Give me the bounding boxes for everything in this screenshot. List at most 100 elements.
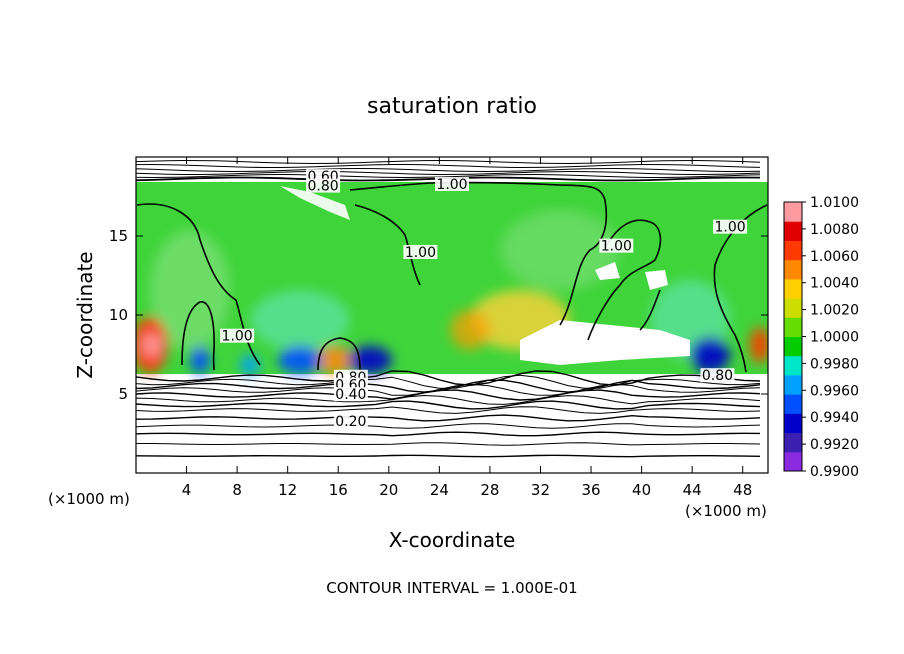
y-tick-label: 5 (118, 385, 128, 403)
contour-line (136, 170, 761, 176)
subsaturation-pocket (278, 346, 322, 374)
contour-1.00 (639, 289, 661, 331)
contour-line (136, 406, 761, 414)
colorbar-swatch (784, 317, 802, 337)
contour-label-bg (333, 414, 368, 429)
x-axis-ticks: 4 8 12 16 20 24 28 32 36 40 44 48 (182, 157, 752, 499)
colorbar-swatch (784, 259, 802, 280)
contour-line (136, 370, 761, 386)
colorbar-swatch (784, 413, 802, 434)
cloud-gap (595, 262, 620, 280)
x-tick-label: 12 (278, 481, 297, 499)
cloud-gap (280, 186, 350, 220)
contour-line (136, 454, 761, 458)
contour-label: 1.00 (714, 220, 745, 236)
contour-line (136, 442, 761, 446)
colorbar-swatch (784, 451, 802, 472)
x-tick-label: 16 (329, 481, 348, 499)
x-axis-label: X-coordinate (389, 528, 516, 552)
cloud-gap (645, 270, 668, 290)
contour-line (136, 431, 761, 437)
cloud-gap (520, 320, 690, 365)
contour-label: 0.80 (307, 179, 338, 195)
contour-line (136, 163, 761, 169)
supersaturation-hotspot (317, 346, 353, 374)
colorbar-swatch (784, 432, 802, 453)
contour-line (136, 159, 761, 165)
x-tick-label: 8 (232, 481, 242, 499)
subsaturation-pocket (190, 346, 210, 374)
plot-area (136, 157, 768, 473)
x-tick-label: 44 (683, 481, 702, 499)
x-tick-label: 20 (379, 481, 398, 499)
supersaturation-hotspot (142, 333, 162, 357)
colorbar-swatch (784, 298, 802, 318)
contour-line (136, 374, 761, 389)
colorbar: 1.0100 1.0080 1.0060 1.0040 1.0020 1.0000 0.99… (783, 195, 859, 480)
contour-label-bg (220, 328, 255, 343)
contour-label-bg (599, 238, 634, 253)
colorbar-label: 0.9960 (810, 383, 859, 399)
contour-1.00 (354, 204, 421, 286)
contour-line (136, 389, 761, 401)
colorbar-label: 1.0080 (810, 222, 859, 238)
contour-label: 0.20 (335, 414, 366, 430)
y-axis-label: Z-coordinate (73, 251, 97, 378)
contour-line (136, 173, 761, 179)
contour-label-bg (306, 178, 341, 193)
contour-line (136, 400, 761, 410)
colorbar-label: 0.9980 (810, 356, 859, 372)
near-saturation-patch (450, 310, 490, 350)
subsaturation-pocket (240, 355, 260, 375)
x-tick-label: 28 (480, 481, 499, 499)
contour-label-bg (700, 368, 735, 383)
contour-line (136, 414, 761, 422)
colorbar-label: 1.0020 (810, 303, 859, 319)
subsaturation-pocket (690, 337, 730, 373)
contour-line (136, 383, 761, 396)
contour-1.00 (587, 219, 662, 341)
colorbar-label: 1.0100 (810, 195, 859, 211)
colorbar-label: 0.9920 (810, 437, 859, 453)
colorbar-label: 1.0000 (810, 330, 859, 346)
contour-label-bg (435, 177, 469, 192)
contour-label: 0.40 (335, 387, 366, 403)
contour-line (136, 167, 761, 173)
near-saturation-patch (150, 230, 230, 350)
contour-labels: 0.600.801.001.001.001.001.000.800.600.40… (220, 169, 748, 430)
colorbar-swatch (784, 394, 802, 414)
contour-label-bg (403, 244, 438, 259)
contour-1.00 (349, 181, 608, 326)
supersaturation-hotspot (750, 327, 768, 363)
colorbar-label: 1.0040 (810, 276, 859, 292)
y-tick-label: 15 (109, 227, 128, 245)
colorbar-label: 1.0060 (810, 249, 859, 265)
contour-label: 1.00 (222, 329, 253, 345)
contour-line (136, 423, 761, 429)
contour-label: 1.00 (436, 177, 467, 193)
colorbar-swatch (784, 278, 802, 299)
x-tick-label: 48 (733, 481, 752, 499)
colorbar-swatch (784, 202, 802, 222)
x-tick-label: 40 (632, 481, 651, 499)
colorbar-swatch (784, 336, 802, 357)
contour-label: 0.80 (702, 368, 733, 384)
near-saturation-patch (500, 210, 620, 290)
x-tick-label: 32 (531, 481, 550, 499)
near-saturation-patch (250, 290, 350, 350)
subsaturation-pocket (348, 346, 392, 374)
contour-line (136, 394, 761, 405)
contour-label-bg (713, 219, 748, 234)
x-unit-left: (×1000 m) (48, 490, 130, 508)
y-tick-label: 10 (109, 306, 128, 324)
x-tick-label: 36 (581, 481, 600, 499)
contour-label-bg (333, 387, 368, 402)
x-tick-label: 4 (182, 481, 192, 499)
contour-label: 1.00 (601, 239, 632, 255)
x-tick-label: 24 (430, 481, 449, 499)
y-axis-ticks: 5 10 15 (109, 227, 768, 403)
x-unit-right: (×1000 m) (685, 502, 767, 520)
contour-1.00 (317, 337, 361, 371)
contour-lines (136, 159, 761, 458)
